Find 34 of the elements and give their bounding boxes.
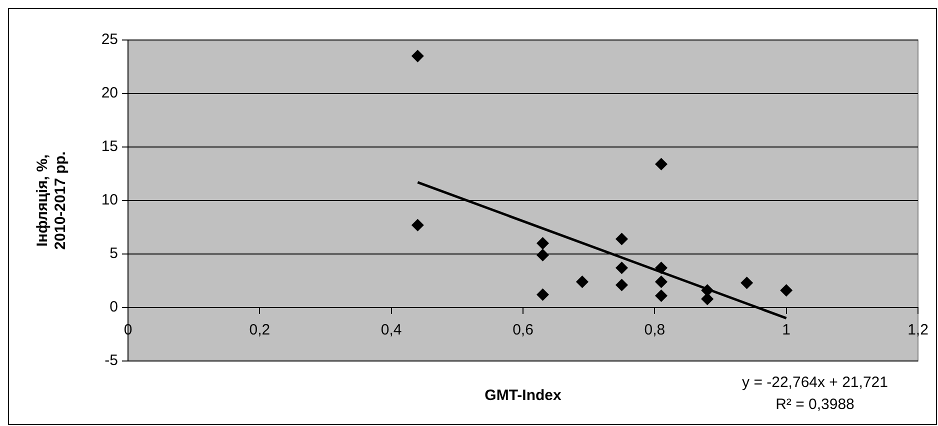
point	[616, 279, 628, 291]
y-tick-label: 15	[101, 138, 118, 156]
point	[656, 158, 667, 170]
point	[656, 262, 667, 274]
x-axis-title: GMT-Index	[484, 387, 562, 404]
point	[412, 50, 424, 62]
point	[780, 284, 792, 296]
point	[412, 219, 424, 231]
point	[702, 293, 714, 305]
y-tick-label: 10	[101, 192, 118, 209]
text: R² = 0,3988	[776, 396, 854, 414]
point	[616, 233, 628, 245]
x-tick-label: 0,8	[644, 322, 666, 339]
y-tick-label: -5	[104, 352, 118, 370]
point	[616, 262, 628, 274]
x-tick-label: 1	[782, 322, 791, 339]
text: y = -22,764x + 21,721	[742, 374, 888, 392]
point	[576, 276, 588, 288]
y-tick-label: 25	[101, 31, 118, 48]
x-tick-label: 0,2	[249, 322, 270, 339]
point	[702, 284, 714, 296]
point	[741, 277, 753, 289]
point	[537, 249, 548, 261]
point	[537, 288, 548, 300]
y-tick-label: 5	[110, 245, 118, 262]
point	[656, 290, 667, 302]
x-tick-label: 0,6	[512, 322, 534, 339]
point	[537, 238, 548, 250]
point	[656, 276, 667, 288]
x-tick-label: 1,2	[908, 322, 928, 339]
y-tick-label: 0	[110, 298, 118, 316]
x-tick-label: 0,4	[380, 322, 402, 339]
y-tick-label: 20	[101, 84, 118, 102]
y-axis-title: Інфляція, %, 2010-2017 рр.	[34, 151, 70, 250]
